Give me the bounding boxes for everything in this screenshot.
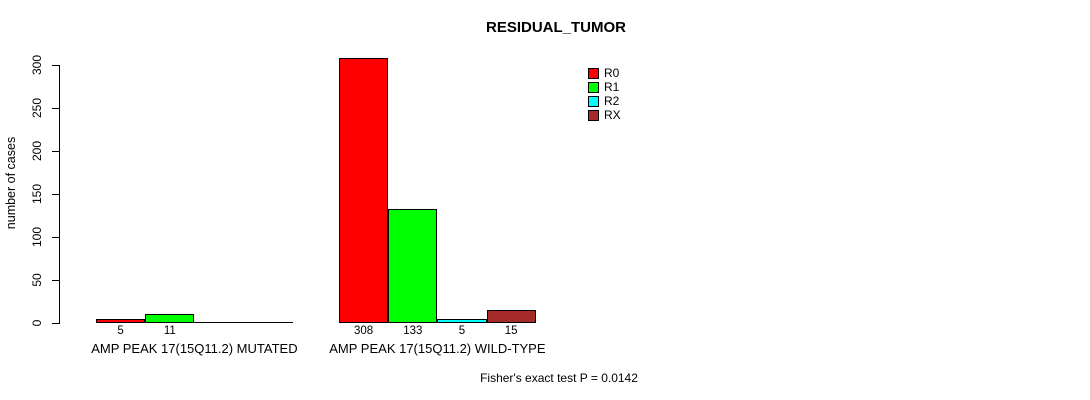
- bar-value-label: 5: [117, 325, 124, 337]
- y-axis-label: number of cases: [4, 136, 18, 230]
- group-label: AMP PEAK 17(15Q11.2) MUTATED: [91, 341, 298, 356]
- y-axis-tick-label: 100: [30, 226, 44, 248]
- y-axis-tick: [52, 323, 59, 324]
- y-axis-tick-label: 300: [30, 54, 44, 76]
- legend-label: R0: [604, 66, 620, 80]
- zero-bar: [244, 322, 293, 323]
- y-axis-tick: [52, 280, 59, 281]
- bar: [145, 314, 194, 323]
- bar-value-label: 5: [458, 325, 466, 337]
- bar: [388, 209, 437, 323]
- y-axis-tick-label: 0: [30, 319, 44, 327]
- bar: [339, 58, 388, 323]
- chart-title: RESIDUAL_TUMOR: [485, 19, 627, 36]
- bar-value-label: 133: [403, 325, 423, 337]
- annotation-fisher-test: Fisher's exact test P = 0.0142: [480, 371, 638, 385]
- legend-item: R1: [588, 80, 621, 94]
- bar-value-label: 308: [354, 325, 374, 337]
- y-axis-tick-label: 250: [30, 97, 44, 119]
- y-axis-tick: [52, 151, 59, 152]
- legend-swatch: [588, 109, 599, 121]
- y-axis-tick: [52, 65, 59, 66]
- bar: [437, 319, 487, 323]
- legend-item: RX: [588, 108, 621, 122]
- legend-label: R1: [604, 80, 620, 94]
- legend-swatch: [588, 95, 599, 107]
- bar: [96, 319, 145, 323]
- y-axis-tick-label: 150: [30, 183, 44, 205]
- legend-swatch: [588, 81, 599, 93]
- y-axis-line: [59, 65, 60, 324]
- bar-value-label: 11: [163, 325, 176, 337]
- y-axis-tick: [52, 237, 59, 238]
- y-axis-tick-label: 200: [30, 140, 44, 162]
- legend-label: R2: [604, 94, 620, 108]
- y-axis-tick-label: 50: [30, 273, 44, 287]
- group-label: AMP PEAK 17(15Q11.2) WILD-TYPE: [329, 341, 546, 356]
- zero-bar: [194, 322, 244, 323]
- y-axis-tick: [52, 108, 59, 109]
- bar-value-label: 15: [504, 325, 518, 337]
- legend-item: R0: [588, 66, 621, 80]
- legend-label: RX: [604, 108, 621, 122]
- legend-swatch: [588, 67, 599, 79]
- legend-item: R2: [588, 94, 621, 108]
- legend: R0 R1 R2 RX: [588, 66, 621, 122]
- y-axis-tick: [52, 194, 59, 195]
- bar: [487, 310, 536, 323]
